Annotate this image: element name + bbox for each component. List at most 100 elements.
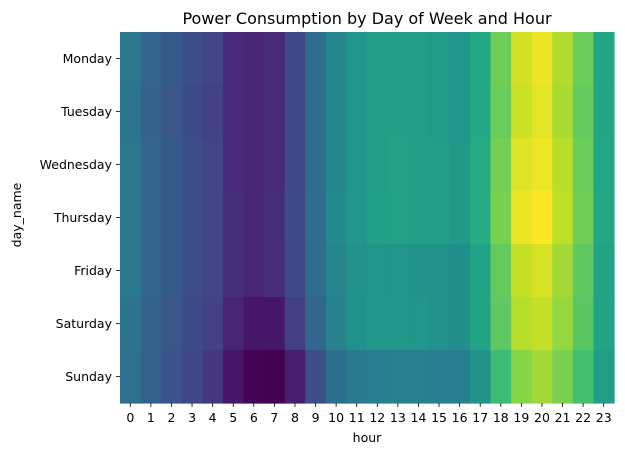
heatmap-cell	[552, 191, 574, 245]
x-tick-label: 16	[452, 410, 468, 425]
heatmap-cell	[222, 32, 245, 86]
heatmap-cell	[346, 297, 368, 351]
heatmap-cell	[408, 350, 430, 404]
heatmap-cell	[469, 350, 492, 404]
heatmap-cell	[120, 350, 142, 404]
heatmap-cell	[511, 32, 533, 86]
heatmap-cell	[367, 244, 389, 298]
heatmap-cell	[120, 85, 142, 139]
heatmap-cell	[284, 297, 306, 351]
heatmap-cell	[140, 32, 162, 86]
x-tick-label: 7	[270, 410, 278, 425]
heatmap-cell	[490, 297, 512, 351]
heatmap-cell	[367, 191, 389, 245]
heatmap-cell	[469, 32, 492, 86]
heatmap-cell	[120, 32, 142, 86]
heatmap-cell	[367, 138, 389, 192]
heatmap-cell	[449, 191, 471, 245]
x-axis-label: hour	[353, 430, 382, 445]
heatmap-cell	[367, 297, 389, 351]
heatmap-cell	[449, 297, 471, 351]
x-tick-label: 5	[229, 410, 237, 425]
heatmap-cell	[387, 191, 409, 245]
heatmap-cell	[469, 244, 492, 298]
heatmap-cell	[428, 297, 450, 351]
x-tick-label: 18	[493, 410, 509, 425]
heatmap-cell	[428, 350, 450, 404]
heatmap-cell	[284, 85, 306, 139]
heatmap-cell	[284, 244, 306, 298]
heatmap-cell	[264, 32, 286, 86]
x-tick-label: 0	[126, 410, 134, 425]
y-axis-label: day_name	[9, 182, 24, 247]
heatmap-cell	[552, 244, 574, 298]
heatmap-cell	[202, 138, 224, 192]
heatmap-cell	[428, 244, 450, 298]
heatmap-cell	[531, 32, 553, 86]
heatmap-cell	[593, 138, 615, 192]
y-tick-label: Friday	[74, 263, 112, 278]
heatmap-cell	[264, 244, 286, 298]
heatmap-cell	[140, 297, 162, 351]
heatmap-cell	[593, 297, 615, 351]
heatmap-cell	[264, 138, 286, 192]
heatmap-cell	[572, 191, 595, 245]
heatmap-cell	[531, 297, 553, 351]
x-tick-label: 12	[369, 410, 385, 425]
heatmap-cell	[531, 85, 553, 139]
heatmap-cell	[222, 191, 245, 245]
heatmap-cell	[202, 244, 224, 298]
heatmap-cell	[387, 32, 409, 86]
heatmap-cell	[387, 85, 409, 139]
heatmap-cell	[140, 85, 162, 139]
heatmap-cell	[305, 85, 327, 139]
heatmap-cell	[305, 350, 327, 404]
heatmap-cell	[449, 350, 471, 404]
heatmap-cell	[325, 191, 348, 245]
heatmap-cell	[408, 32, 430, 86]
heatmap-cell	[243, 350, 265, 404]
heatmap-cell	[572, 138, 595, 192]
x-tick-label: 11	[349, 410, 365, 425]
heatmap-cell	[264, 350, 286, 404]
heatmap-cell	[305, 297, 327, 351]
heatmap-cell	[161, 32, 183, 86]
x-tick-label: 22	[575, 410, 591, 425]
heatmap-cell	[140, 244, 162, 298]
heatmap-cell	[408, 85, 430, 139]
heatmap-cell	[511, 244, 533, 298]
heatmap-cell	[387, 297, 409, 351]
heatmap-cell	[120, 244, 142, 298]
heatmap-cell	[305, 138, 327, 192]
heatmap-cell	[346, 191, 368, 245]
heatmap-cell	[511, 191, 533, 245]
heatmap-cell	[325, 85, 348, 139]
heatmap-cell	[490, 138, 512, 192]
heatmap-cell	[531, 191, 553, 245]
heatmap-cell	[428, 85, 450, 139]
x-tick-label: 19	[513, 410, 529, 425]
heatmap-cell	[531, 350, 553, 404]
x-tick-label: 14	[411, 410, 427, 425]
heatmap-cell	[449, 32, 471, 86]
heatmap-cell	[593, 350, 615, 404]
heatmap-cell	[181, 138, 203, 192]
heatmap-cell	[161, 297, 183, 351]
heatmap-cell	[428, 32, 450, 86]
x-tick-label: 23	[596, 410, 612, 425]
heatmap-cell	[346, 85, 368, 139]
heatmap-cell	[387, 350, 409, 404]
heatmap-cell	[243, 32, 265, 86]
heatmap-cell	[490, 32, 512, 86]
heatmap-cell	[490, 191, 512, 245]
heatmap-cell	[222, 138, 245, 192]
heatmap-cell	[469, 138, 492, 192]
heatmap-cell	[572, 244, 595, 298]
heatmap-cell	[243, 297, 265, 351]
heatmap-cell	[408, 244, 430, 298]
heatmap-cell	[469, 85, 492, 139]
heatmap-cell	[511, 85, 533, 139]
y-axis: Monday Tuesday Wednesday Thursday Friday Satu…	[40, 51, 120, 384]
heatmap-cell	[161, 191, 183, 245]
heatmap-cell	[284, 191, 306, 245]
